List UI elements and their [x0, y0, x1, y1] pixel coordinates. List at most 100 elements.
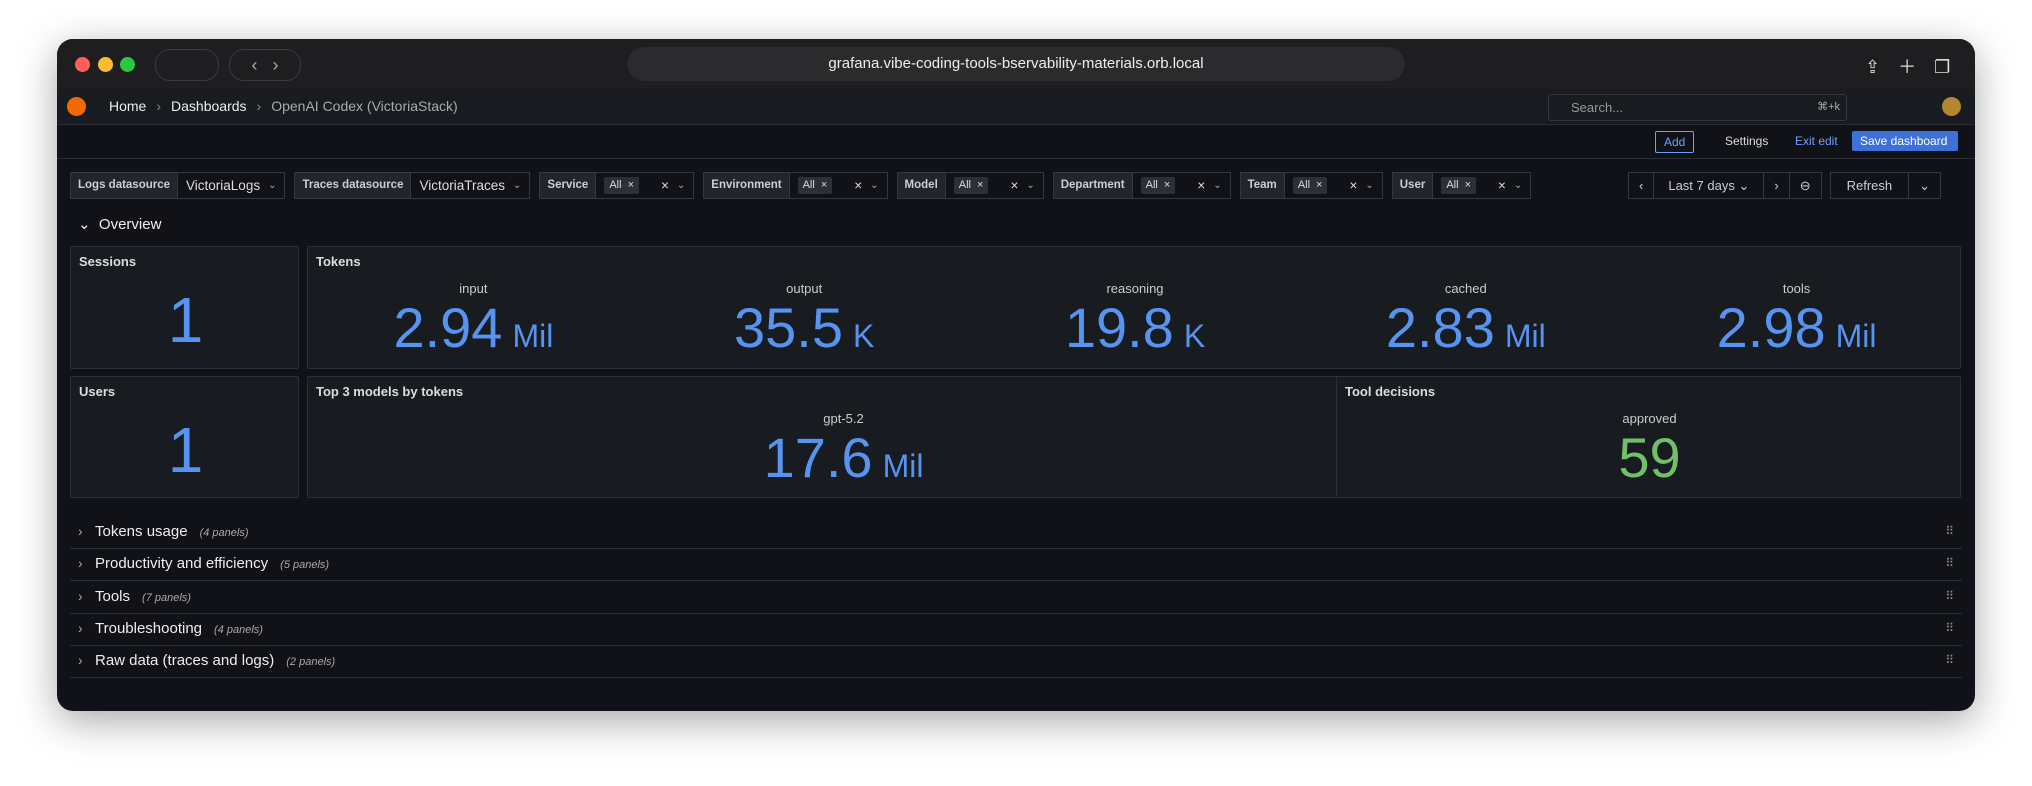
search-shortcut: ⌘+k	[1817, 101, 1840, 113]
panel-title: Top 3 models by tokens	[316, 384, 464, 399]
chip-remove[interactable]: ×	[1163, 179, 1171, 191]
time-back[interactable]: ‹	[1628, 172, 1655, 199]
variable-label: Service	[539, 172, 597, 199]
stat-value: 1	[71, 413, 300, 487]
chip-remove[interactable]: ×	[820, 179, 828, 191]
refresh-button[interactable]: Refresh	[1829, 172, 1910, 199]
browser-actions[interactable]: ⇪＋❐	[1865, 57, 1969, 77]
breadcrumb[interactable]: OpenAI Codex (VictoriaStack)	[271, 98, 458, 114]
drag-handle[interactable]: ⠿	[1945, 620, 1954, 635]
row-title: Overview	[98, 216, 162, 233]
row-header: Productivity and efficiency (5 panels)	[95, 555, 329, 572]
collapsed-row[interactable]: › Tokens usage (4 panels) ⠿	[70, 516, 1962, 549]
variable-value[interactable]: All × × ⌄	[1284, 172, 1383, 199]
variable-value[interactable]: All × × ⌄	[596, 172, 695, 199]
exit-edit-button[interactable]: Exit edit	[1795, 134, 1838, 148]
variable: Service All × × ⌄	[539, 172, 695, 199]
address-bar[interactable]: grafana.vibe-coding-tools-bservability-m…	[627, 47, 1405, 81]
row-title: Troubleshooting	[95, 619, 203, 637]
panel-title: Tool decisions	[1345, 384, 1436, 399]
stat-value: 59	[1337, 425, 1962, 490]
stat-panel: Sessions 1	[70, 246, 299, 369]
drag-handle[interactable]: ⠿	[1945, 588, 1954, 603]
stat-name: approved	[1622, 411, 1677, 426]
breadcrumbs: Home › Dashboards › OpenAI Codex (VictoriaSt…	[109, 89, 458, 124]
sidebar-toggle[interactable]	[155, 49, 219, 81]
collapsed-row[interactable]: › Troubleshooting (4 panels) ⠿	[70, 613, 1962, 646]
stat-name: output	[786, 281, 823, 296]
panel-title: Tokens	[316, 254, 361, 269]
collapsed-row[interactable]: › Raw data (traces and logs) (2 panels) ⠿	[70, 645, 1962, 679]
overview-row[interactable]: ⌄ Overview	[78, 216, 162, 233]
search-box[interactable]: Search... ⌘+k	[1548, 94, 1847, 121]
drag-handle[interactable]: ⠿	[1945, 556, 1954, 571]
breadcrumb[interactable]: Dashboards	[171, 98, 247, 114]
row-chevron: ›	[78, 523, 83, 539]
row-title: Productivity and efficiency	[95, 555, 269, 573]
value-chip: All ×	[1140, 177, 1176, 194]
drag-handle[interactable]: ⠿	[1945, 524, 1954, 538]
time-range: Last 7 days	[1668, 178, 1735, 193]
save-dashboard-button[interactable]: Save dashboard	[1852, 131, 1958, 151]
variable-value[interactable]: All × × ⌄	[945, 172, 1044, 199]
clear-button[interactable]: ×	[1010, 178, 1019, 193]
dropdown-caret: ⌄	[1213, 180, 1222, 191]
stat-name: gpt-5.2	[823, 411, 864, 426]
zoom-out[interactable]: ⊖	[1788, 172, 1822, 199]
row-header: Tools (7 panels)	[95, 588, 191, 605]
variable-label: Traces datasource	[294, 172, 412, 199]
row-panel-count: (2 panels)	[286, 656, 336, 669]
stat-name: reasoning	[1106, 281, 1164, 296]
stat-unit: K	[1183, 318, 1206, 354]
chip-text: All	[958, 179, 972, 191]
stat-value: 17.6 Mil	[308, 425, 1379, 490]
chip-remove[interactable]: ×	[1316, 179, 1323, 191]
minimize-button[interactable]	[98, 57, 113, 72]
chip-remove[interactable]: ×	[977, 179, 984, 191]
clear-button[interactable]: ×	[661, 178, 669, 193]
time-picker[interactable]: Last 7 days ⌄	[1653, 172, 1765, 199]
chip-remove[interactable]: ×	[627, 179, 635, 191]
avatar[interactable]	[1942, 97, 1961, 116]
time-forward[interactable]: ›	[1763, 172, 1790, 199]
stat-unit: Mil	[882, 448, 924, 484]
grafana-logo[interactable]	[67, 97, 86, 116]
variable-value[interactable]: VictoriaLogs ⌄	[178, 172, 286, 199]
chip-text: All	[1446, 179, 1459, 191]
collapsed-row[interactable]: › Productivity and efficiency (5 panels) ⠿	[70, 548, 1962, 582]
row-header: Raw data (traces and logs) (2 panels)	[95, 652, 335, 669]
variable-label: Environment	[703, 172, 790, 199]
add-button[interactable]: Add	[1655, 131, 1695, 153]
variable-value[interactable]: All × × ⌄	[789, 172, 888, 199]
chip-text: All	[609, 179, 622, 191]
close-button[interactable]	[75, 57, 90, 72]
stat-unit: Mil	[1835, 318, 1877, 354]
stat-unit: Mil	[512, 318, 554, 354]
drag-handle[interactable]: ⠿	[1945, 653, 1954, 668]
variable-value[interactable]: All × × ⌄	[1433, 172, 1532, 199]
settings-button[interactable]: Settings	[1725, 134, 1769, 148]
variable: Environment All × × ⌄	[703, 172, 888, 199]
zoom-button[interactable]	[120, 57, 135, 72]
stat-value: 2.83 Mil	[1300, 295, 1631, 360]
clear-button[interactable]: ×	[1197, 178, 1206, 193]
stat-number: 2.94	[393, 296, 503, 359]
collapsed-row[interactable]: › Tools (7 panels) ⠿	[70, 581, 1962, 614]
nav-arrows[interactable]: ‹ ›	[229, 49, 301, 81]
row-chevron: ›	[78, 652, 83, 669]
refresh-interval[interactable]: ⌄	[1908, 172, 1942, 199]
top-nav: Home › Dashboards › OpenAI Codex (VictoriaSt…	[57, 89, 1975, 125]
clear-button[interactable]: ×	[854, 178, 863, 193]
row-title: Tokens usage	[95, 523, 188, 540]
dropdown-caret: ⌄	[1513, 180, 1523, 191]
clear-button[interactable]: ×	[1498, 178, 1506, 193]
stat-number: 35.5	[734, 296, 844, 359]
breadcrumb[interactable]: Home	[109, 98, 147, 114]
stat-number: 59	[1618, 426, 1681, 489]
variable-value[interactable]: VictoriaTraces ⌄	[411, 172, 531, 199]
chip-text: All	[802, 179, 815, 191]
clear-button[interactable]: ×	[1349, 178, 1358, 193]
chip-remove[interactable]: ×	[1464, 179, 1471, 191]
variable-value[interactable]: All × × ⌄	[1132, 172, 1231, 199]
